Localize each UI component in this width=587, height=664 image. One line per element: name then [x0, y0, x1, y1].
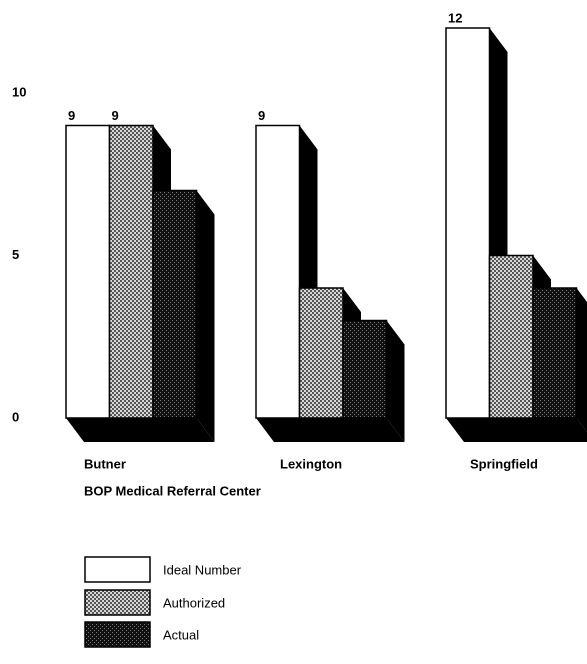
bar [342, 319, 388, 419]
y-tick-label: 5 [12, 247, 19, 262]
value-label: 7 [155, 173, 162, 188]
y-tick-label: 10 [12, 84, 26, 99]
legend-label: Ideal Number [163, 562, 242, 577]
x-tick-label: Butner [84, 456, 126, 471]
bar [65, 124, 111, 419]
bar [152, 189, 198, 419]
x-axis-title: BOP Medical Referral Center [84, 483, 261, 498]
bar-side [386, 320, 405, 442]
value-label: 3 [345, 303, 352, 318]
bar [298, 287, 344, 419]
x-tick-label: Springfield [470, 456, 538, 471]
floor-shadow [66, 418, 215, 442]
legend-swatch [84, 556, 151, 583]
bar-side [576, 288, 587, 432]
value-label: 4 [302, 270, 310, 285]
value-label: 9 [112, 108, 119, 123]
bar-side [196, 190, 215, 442]
bar [108, 124, 154, 419]
bar [445, 27, 491, 419]
bar [532, 287, 578, 419]
value-label: 5 [492, 238, 499, 253]
floor-shadow [446, 418, 587, 442]
legend-label: Actual [163, 627, 199, 642]
value-label: 9 [68, 108, 75, 123]
legend-swatch [84, 621, 151, 648]
value-label: 4 [535, 270, 543, 285]
bar [488, 254, 534, 419]
bar [255, 124, 301, 419]
x-tick-label: Lexington [280, 456, 342, 471]
legend-swatch [84, 589, 151, 616]
y-tick-label: 0 [12, 409, 19, 424]
floor-shadow [256, 418, 405, 442]
legend-label: Authorized [163, 595, 225, 610]
value-label: 12 [448, 10, 462, 25]
value-label: 9 [258, 108, 265, 123]
